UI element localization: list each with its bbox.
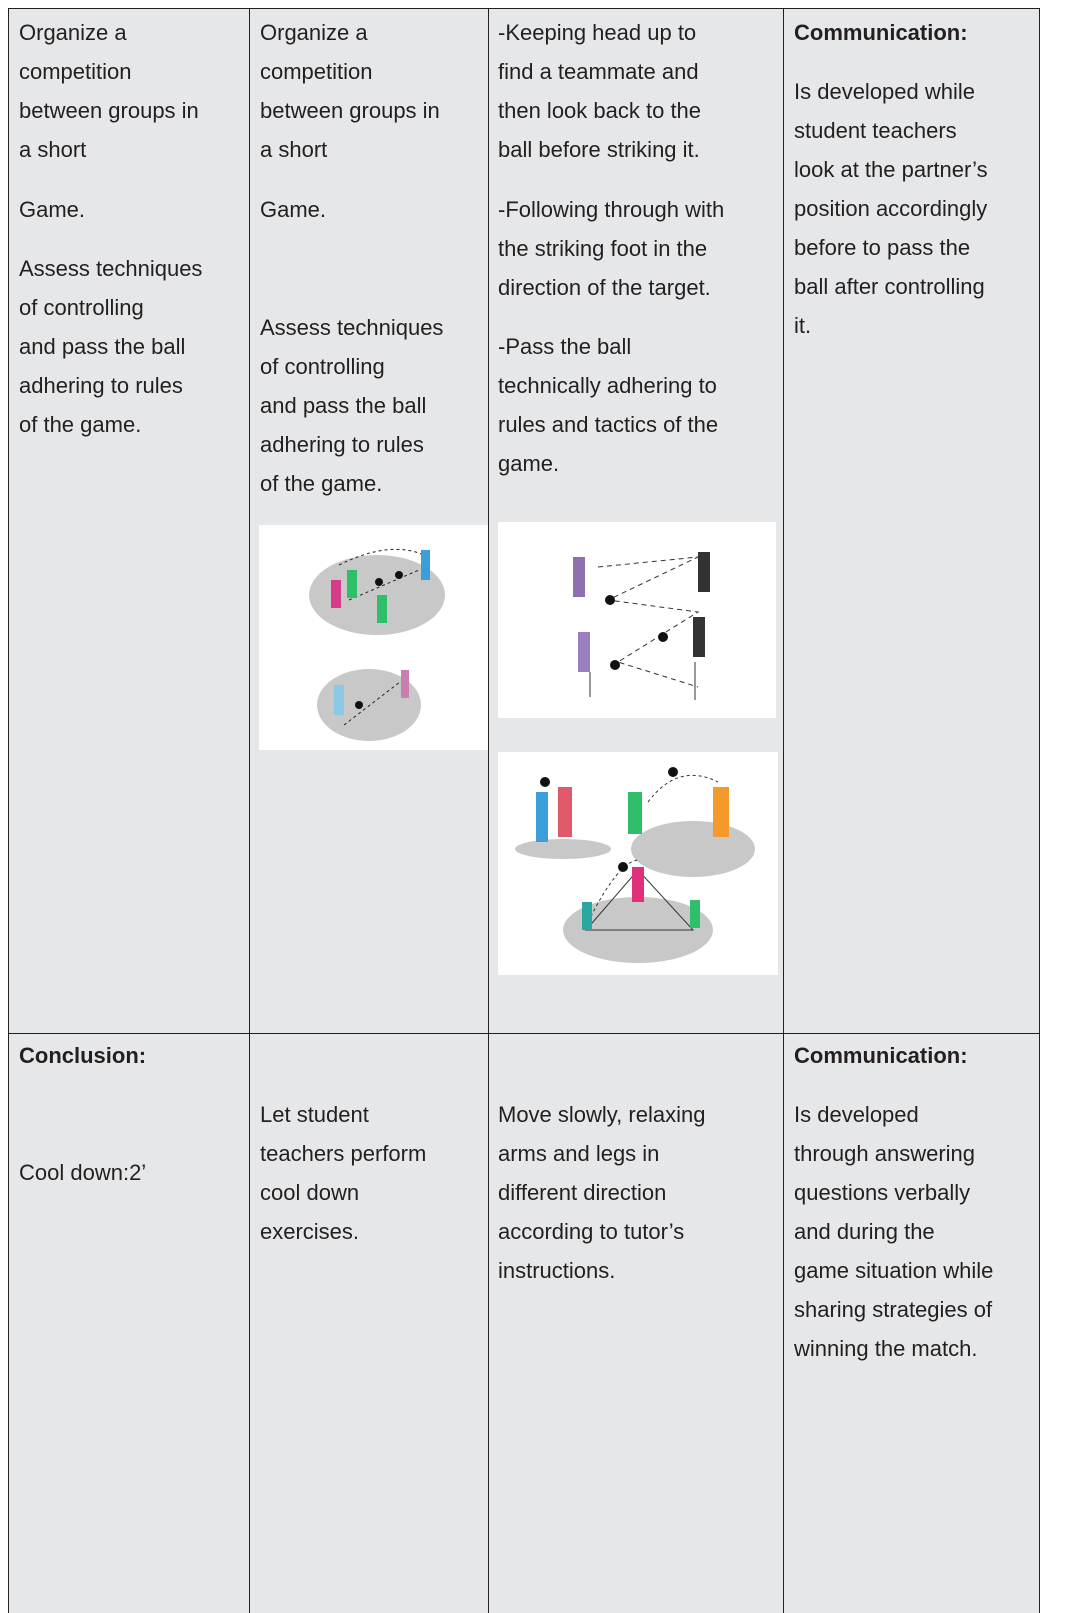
cell-text-line: Let student <box>260 1101 369 1127</box>
border <box>8 8 9 1613</box>
cell-heading: Communication: <box>794 1042 968 1068</box>
cell-text-line: of controlling <box>19 294 144 320</box>
border <box>8 8 1040 9</box>
cell-text-line: arms and legs in <box>498 1140 660 1166</box>
cell-text-line: position accordingly <box>794 195 988 221</box>
cell-text-line: game situation while <box>794 1257 994 1283</box>
cell-text-line: find a teammate and <box>498 58 699 84</box>
cell-text-line: Cool down:2’ <box>19 1159 147 1185</box>
cell-text-line: of the game. <box>19 411 142 437</box>
cell-text-line: teachers perform <box>260 1140 427 1166</box>
cell-text-line: between groups in <box>260 97 440 123</box>
cell-text-line: cool down <box>260 1179 360 1205</box>
border <box>488 8 489 1613</box>
cell-text-line: before to pass the <box>794 234 971 260</box>
cell-text-line: a short <box>260 136 328 162</box>
cell-text-line: then look back to the <box>498 97 702 123</box>
border <box>249 8 250 1613</box>
cell-text-line: between groups in <box>19 97 199 123</box>
cell-text-line: ball before striking it. <box>498 136 700 162</box>
cell-text-line: Game. <box>19 196 86 222</box>
cell-text-line: student teachers <box>794 117 957 143</box>
cell-heading: Communication: <box>794 19 968 45</box>
cell-text-line: Assess techniques <box>260 314 444 340</box>
cell-text-line: competition <box>260 58 373 84</box>
cell-text-line: different direction <box>498 1179 667 1205</box>
cell-text-line: game. <box>498 450 560 476</box>
cell-text-line: rules and tactics of the <box>498 411 719 437</box>
cell-text-line: through answering <box>794 1140 976 1166</box>
border <box>1039 8 1040 1613</box>
cell-heading: Conclusion: <box>19 1042 147 1068</box>
illustration <box>498 522 776 718</box>
cell-text-line: Is developed while <box>794 78 976 104</box>
cell-text-line: -Keeping head up to <box>498 19 697 45</box>
cell-text-line: the striking foot in the <box>498 235 708 261</box>
cell-text-line: technically adhering to <box>498 372 717 398</box>
cell-text-line: of controlling <box>260 353 385 379</box>
cell-text-line: -Pass the ball <box>498 333 632 359</box>
cell-text-line: Assess techniques <box>19 255 203 281</box>
cell-text-line: look at the partner’s <box>794 156 988 182</box>
border <box>783 8 784 1613</box>
cell-text-line: Organize a <box>260 19 368 45</box>
cell-text-line: a short <box>19 136 87 162</box>
cell-text-line: instructions. <box>498 1257 616 1283</box>
border <box>8 1033 1040 1034</box>
cell-text-line: and pass the ball <box>19 333 186 359</box>
cell-text-line: Organize a <box>19 19 127 45</box>
cell-text-line: -Following through with <box>498 196 725 222</box>
cell-text-line: Game. <box>260 196 327 222</box>
illustration <box>259 525 488 750</box>
cell-text-line: ball after controlling <box>794 273 985 299</box>
cell-text-line: of the game. <box>260 470 383 496</box>
cell-text-line: it. <box>794 312 812 338</box>
cell-text-line: adhering to rules <box>260 431 424 457</box>
cell-text-line: and pass the ball <box>260 392 427 418</box>
cell-text-line: Move slowly, relaxing <box>498 1101 706 1127</box>
cell-text-line: sharing strategies of <box>794 1296 993 1322</box>
cell-text-line: according to tutor’s <box>498 1218 685 1244</box>
cell-text-line: direction of the target. <box>498 274 711 300</box>
cell-text-line: and during the <box>794 1218 935 1244</box>
illustration <box>498 752 778 975</box>
cell-text-line: winning the match. <box>794 1335 978 1361</box>
cell-text-line: exercises. <box>260 1218 360 1244</box>
cell-text-line: Is developed <box>794 1101 919 1127</box>
cell-text-line: questions verbally <box>794 1179 971 1205</box>
cell-text-line: adhering to rules <box>19 372 183 398</box>
cell-text-line: competition <box>19 58 132 84</box>
